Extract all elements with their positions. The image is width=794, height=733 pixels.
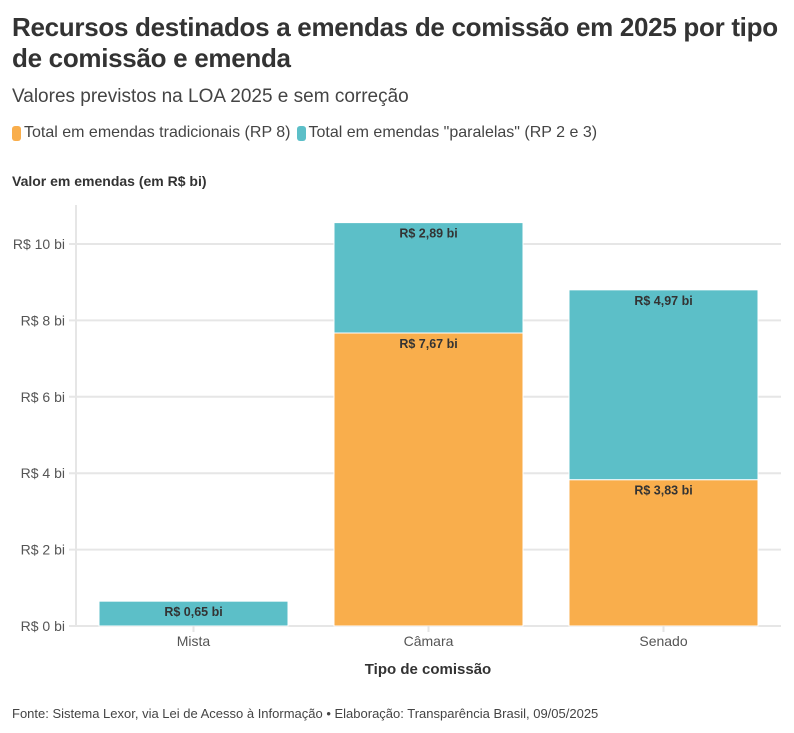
data-label: R$ 7,67 bi bbox=[399, 337, 457, 351]
x-tick-label: Senado bbox=[639, 633, 687, 649]
bars: R$ 0,65 bi R$ 7,67 bi R$ 2,89 bi R$ 3,83 bi… bbox=[98, 222, 759, 627]
y-tick-label: R$ 10 bi bbox=[13, 236, 65, 252]
y-tick-label: R$ 2 bi bbox=[21, 542, 65, 558]
bar-segment bbox=[568, 289, 759, 481]
x-axis: Mista Câmara Senado bbox=[177, 626, 688, 649]
legend-swatch-rp8 bbox=[12, 125, 21, 141]
chart-subtitle: Valores previstos na LOA 2025 e sem corr… bbox=[12, 86, 409, 107]
x-axis-title: Tipo de comissão bbox=[365, 661, 491, 678]
chart-title: Recursos destinados a emendas de comissã… bbox=[12, 12, 778, 73]
x-tick-label: Mista bbox=[177, 633, 211, 649]
source-note: Fonte: Sistema Lexor, via Lei de Acesso … bbox=[12, 706, 599, 721]
y-tick-label: R$ 4 bi bbox=[21, 465, 65, 481]
legend-item-rp8[interactable]: Total em emendas tradicionais (RP 8) bbox=[12, 124, 291, 142]
data-label: R$ 0,65 bi bbox=[164, 605, 222, 619]
y-tick-label: R$ 6 bi bbox=[21, 389, 65, 405]
bar-segment bbox=[568, 479, 759, 627]
y-axis: R$ 0 bi R$ 2 bi R$ 4 bi R$ 6 bi R$ 8 bi R$ 10… bbox=[13, 236, 65, 634]
legend-swatch-rp23 bbox=[296, 125, 306, 141]
legend-label-rp8: Total em emendas tradicionais (RP 8) bbox=[24, 124, 291, 141]
y-tick-label: R$ 0 bi bbox=[21, 618, 65, 634]
data-label: R$ 3,83 bi bbox=[634, 484, 692, 498]
y-axis-title: Valor em emendas (em R$ bi) bbox=[12, 173, 207, 189]
legend: Total em emendas tradicionais (RP 8) Tot… bbox=[12, 124, 603, 142]
data-label: R$ 2,89 bi bbox=[399, 227, 457, 241]
legend-item-rp23[interactable]: Total em emendas "paralelas" (RP 2 e 3) bbox=[296, 124, 598, 142]
bar-segment bbox=[333, 332, 524, 627]
x-tick-label: Câmara bbox=[404, 633, 454, 649]
legend-label-rp23: Total em emendas "paralelas" (RP 2 e 3) bbox=[308, 124, 598, 141]
data-label: R$ 4,97 bi bbox=[634, 294, 692, 308]
y-tick-label: R$ 8 bi bbox=[21, 312, 65, 328]
bar-segment bbox=[333, 222, 524, 334]
